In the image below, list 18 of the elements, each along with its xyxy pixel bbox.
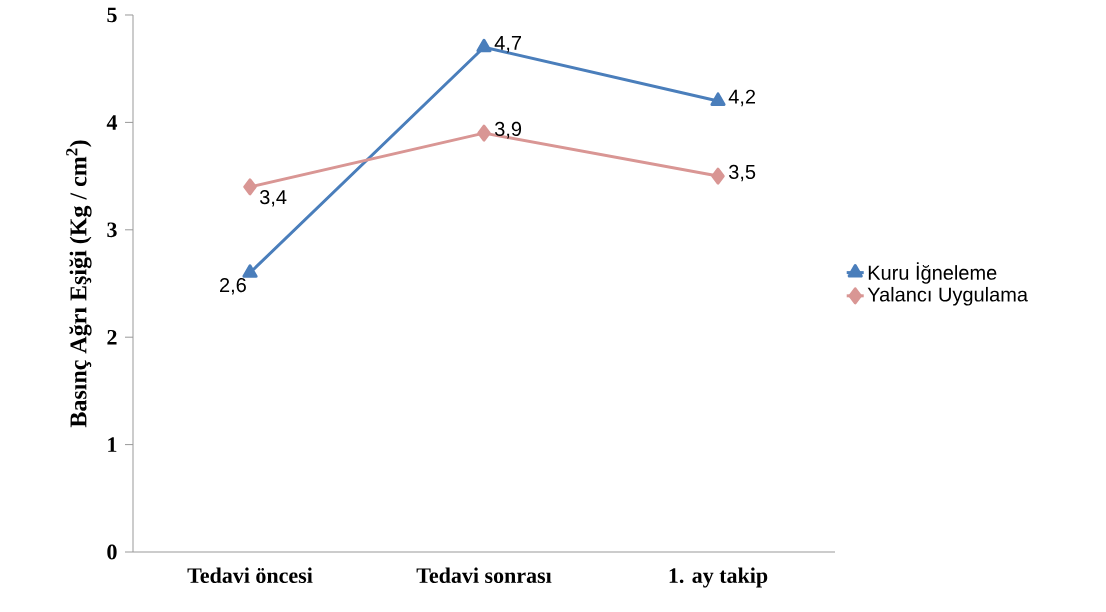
y-tick-label: 1 xyxy=(108,437,117,452)
y-tick-label: 5 xyxy=(107,7,117,23)
y-tick-label: 0 xyxy=(107,544,117,560)
data-label: 3,5 xyxy=(728,164,756,182)
y-tick-label: 4 xyxy=(106,115,118,130)
data-label: 4,2 xyxy=(728,89,756,107)
data-label: 2,6 xyxy=(220,277,246,295)
legend-label: Kuru İğneleme xyxy=(868,262,997,284)
y-tick-label: 2 xyxy=(107,329,117,345)
x-tick-label: Tedavi öncesi xyxy=(187,567,313,584)
data-label: 3,9 xyxy=(494,121,522,139)
x-tick-label: 1. ay takip xyxy=(669,567,768,588)
legend-label: Yalancı Uygulama xyxy=(867,286,1028,306)
y-tick-label: 3 xyxy=(107,222,117,238)
y-axis-title: Basınç Ağrı Eşiği (Kg / cm$^{2}$) xyxy=(66,140,92,428)
x-tick-label: Tedavi sonrası xyxy=(416,567,552,584)
data-label: 4,7 xyxy=(494,36,522,53)
data-label: 3,4 xyxy=(259,190,287,207)
